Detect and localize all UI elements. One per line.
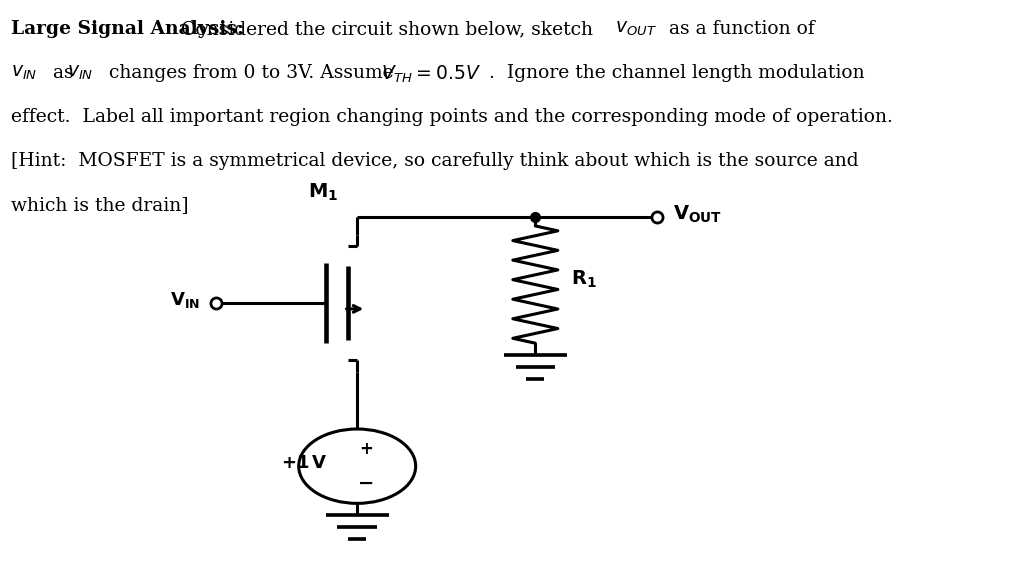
Text: $v_{IN}$: $v_{IN}$ xyxy=(67,64,93,82)
Text: changes from 0 to 3V. Assume: changes from 0 to 3V. Assume xyxy=(103,64,400,82)
Text: [Hint:  MOSFET is a symmetrical device, so carefully think about which is the so: [Hint: MOSFET is a symmetrical device, s… xyxy=(11,152,859,170)
Text: Large Signal Analysis:: Large Signal Analysis: xyxy=(11,20,243,38)
Text: $\mathbf{M_1}$: $\mathbf{M_1}$ xyxy=(308,182,338,203)
Text: Considered the circuit shown below, sketch: Considered the circuit shown below, sket… xyxy=(176,20,599,38)
Text: $\mathbf{R_1}$: $\mathbf{R_1}$ xyxy=(571,268,597,289)
Text: −: − xyxy=(358,474,374,492)
Text: as a function of: as a function of xyxy=(663,20,815,38)
Text: $\mathbf{+1\,V}$: $\mathbf{+1\,V}$ xyxy=(281,454,327,472)
Text: which is the drain]: which is the drain] xyxy=(11,196,189,214)
Text: $\mathbf{V_{OUT}}$: $\mathbf{V_{OUT}}$ xyxy=(673,204,722,225)
Text: $V_{TH} = 0.5V$: $V_{TH} = 0.5V$ xyxy=(380,64,480,85)
Text: $\mathbf{V_{IN}}$: $\mathbf{V_{IN}}$ xyxy=(170,291,200,310)
Text: $v_{OUT}$: $v_{OUT}$ xyxy=(614,20,657,38)
Text: as: as xyxy=(46,64,80,82)
Text: $v_{IN}$: $v_{IN}$ xyxy=(11,64,37,82)
Text: effect.  Label all important region changing points and the corresponding mode o: effect. Label all important region chang… xyxy=(11,108,893,126)
Text: .  Ignore the channel length modulation: . Ignore the channel length modulation xyxy=(488,64,864,82)
Text: +: + xyxy=(359,440,373,458)
